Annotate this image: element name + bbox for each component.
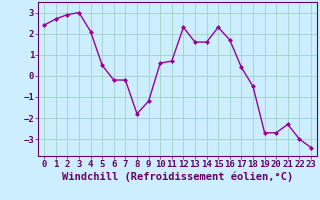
X-axis label: Windchill (Refroidissement éolien,°C): Windchill (Refroidissement éolien,°C) — [62, 172, 293, 182]
